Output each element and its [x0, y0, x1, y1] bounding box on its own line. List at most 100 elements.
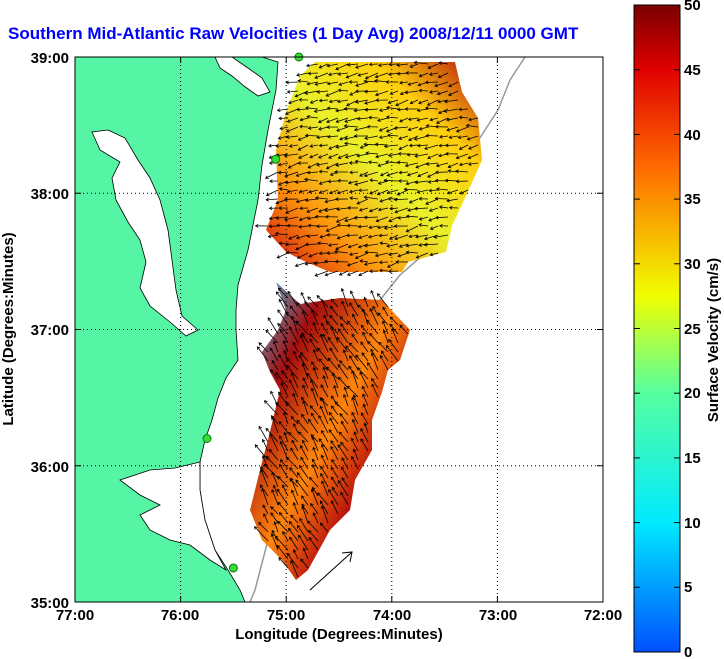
velocity-arrow	[379, 242, 389, 245]
axis-ticks	[74, 56, 604, 603]
velocity-arrow	[355, 252, 369, 259]
velocity-arrow	[336, 126, 349, 132]
velocity-arrow	[254, 444, 269, 461]
velocity-arrow	[318, 153, 329, 159]
velocity-arrow	[336, 117, 349, 123]
velocity-arrowhead	[468, 117, 472, 122]
velocity-arrowhead	[284, 180, 289, 185]
velocity-arrowhead	[425, 201, 429, 205]
velocity-arrowhead	[378, 233, 383, 238]
velocity-arrow	[320, 466, 329, 479]
velocity-arrowhead	[301, 413, 305, 418]
velocity-arrow	[330, 325, 339, 344]
velocity-arrowhead	[291, 439, 295, 444]
grid-lines	[75, 57, 603, 602]
velocity-arrowhead	[360, 438, 364, 442]
velocity-arrowhead	[318, 181, 323, 185]
velocity-arrow	[383, 330, 389, 344]
velocity-arrow	[301, 414, 309, 425]
velocity-arrow	[370, 349, 379, 362]
velocity-arrow	[317, 242, 329, 245]
velocity-arrow	[399, 171, 409, 174]
velocity-arrow	[320, 522, 329, 533]
velocity-arrowhead	[428, 208, 433, 212]
velocity-arrow	[360, 412, 369, 425]
velocity-arrowhead	[385, 129, 390, 133]
velocity-arrowhead	[353, 108, 358, 113]
velocity-arrow	[286, 365, 299, 380]
velocity-arrowhead	[364, 136, 369, 140]
velocity-arrow	[280, 459, 289, 470]
velocity-arrow	[417, 171, 429, 177]
velocity-arrowhead	[357, 304, 362, 309]
velocity-arrowhead	[276, 544, 281, 549]
velocity-arrowhead	[288, 527, 292, 532]
velocity-arrow	[310, 405, 319, 416]
velocity-arrow	[378, 207, 389, 211]
velocity-arrow	[365, 108, 379, 111]
velocity-arrow	[439, 206, 449, 209]
velocity-arrow	[339, 316, 349, 326]
velocity-arrow	[306, 116, 319, 119]
velocity-arrowhead	[311, 361, 315, 366]
velocity-arrowhead	[438, 110, 442, 115]
velocity-arrow	[417, 144, 429, 147]
colorbar-tick-label: 25	[684, 321, 701, 338]
velocity-arrow	[369, 207, 379, 212]
velocity-arrow	[296, 234, 309, 239]
velocity-arrowhead	[397, 179, 402, 183]
velocity-arrowhead	[414, 154, 418, 158]
velocity-arrow	[375, 72, 389, 78]
velocity-arrow	[341, 421, 349, 434]
velocity-arrowhead	[277, 162, 282, 167]
velocity-arrow	[266, 198, 279, 201]
velocity-arrow	[287, 553, 299, 569]
velocity-arrowhead	[396, 63, 401, 67]
velocity-arrowhead	[418, 196, 423, 201]
velocity-arrow	[295, 320, 309, 335]
velocity-arrow	[346, 234, 359, 236]
velocity-arrowhead	[376, 191, 381, 196]
velocity-arrowhead	[409, 100, 414, 105]
velocity-arrowhead	[415, 164, 420, 169]
velocity-arrowhead	[404, 90, 409, 95]
velocity-arrow	[378, 63, 389, 66]
velocity-arrow	[283, 340, 289, 353]
velocity-arrowhead	[314, 196, 319, 200]
velocity-arrowhead	[388, 236, 393, 240]
velocity-arrow	[337, 364, 349, 380]
velocity-arrowhead	[434, 83, 438, 88]
velocity-arrow	[368, 161, 379, 164]
colorbar-tick-label: 35	[684, 191, 701, 208]
velocity-arrow	[327, 107, 339, 110]
velocity-arrowhead	[306, 372, 311, 377]
velocity-arrowhead	[423, 242, 428, 247]
velocity-arrowhead	[398, 170, 403, 175]
velocity-arrowhead	[374, 92, 379, 97]
velocity-arrow	[339, 360, 349, 371]
velocity-arrow	[365, 72, 379, 79]
velocity-arrowhead	[331, 486, 336, 491]
velocity-arrow	[397, 63, 409, 66]
velocity-arrowhead	[317, 347, 321, 352]
velocity-arrowhead	[357, 224, 362, 229]
velocity-arrow	[395, 99, 409, 106]
velocity-arrowhead	[286, 89, 291, 94]
velocity-arrow	[299, 126, 309, 128]
velocity-arrow	[280, 329, 289, 344]
velocity-arrow	[429, 207, 439, 212]
velocity-arrowhead	[324, 272, 329, 277]
velocity-arrowhead	[444, 178, 449, 183]
velocity-arrowhead	[379, 198, 384, 203]
velocity-arrow	[467, 153, 479, 159]
velocity-arrow	[279, 435, 289, 452]
velocity-arrowhead	[338, 376, 342, 381]
velocity-arrow	[397, 161, 409, 164]
velocity-arrow	[340, 492, 349, 506]
velocity-arrowhead	[348, 80, 352, 84]
velocity-arrow	[352, 419, 359, 434]
velocity-arrow	[268, 234, 279, 238]
velocity-arrowhead	[369, 307, 373, 312]
velocity-arrowhead	[459, 190, 464, 195]
velocity-arrowhead	[397, 215, 401, 220]
